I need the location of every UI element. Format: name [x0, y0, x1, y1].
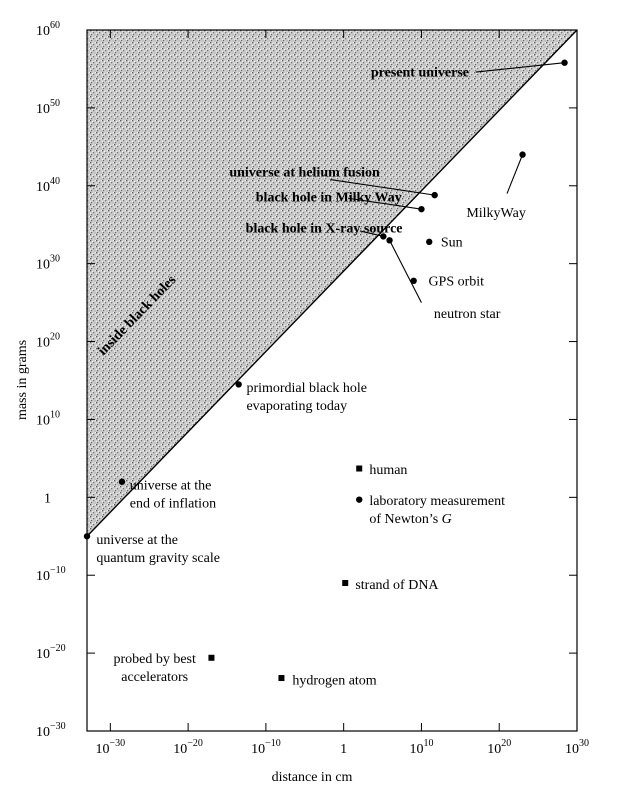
y-tick-label: 1050: [36, 98, 60, 117]
universe-quantum-gravity-marker: [83, 533, 91, 540]
universe-helium-fusion-leader: [330, 179, 435, 196]
universe-end-inflation-marker: [118, 478, 126, 485]
gps-orbit-label: GPS orbit: [428, 274, 484, 289]
x-tick-label: 1: [340, 742, 347, 757]
plot-frame: [86, 29, 578, 732]
y-tick-label: 1030: [36, 254, 60, 273]
plot-frame-layer: [86, 29, 578, 732]
milky-way-label: MilkyWay: [466, 206, 526, 221]
y-axis-ticks: 1060 1050 1040 1030 1020 1010 1 10−10 10−20 10−30: [36, 20, 577, 740]
human-marker: [356, 465, 363, 472]
universe-quantum-gravity-label: quantum gravity scale: [96, 551, 220, 566]
x-tick-label: 10−10: [251, 738, 281, 757]
data-labels: present universe universe at helium fusio…: [96, 66, 526, 689]
universe-end-inflation-label: end of inflation: [130, 497, 216, 512]
y-tick-label: 10−20: [36, 643, 66, 662]
leader-lines: [330, 62, 565, 303]
y-tick-label: 1: [44, 491, 51, 506]
primordial-black-hole-label: primordial black hole: [246, 381, 367, 396]
universe-helium-fusion-marker: [431, 191, 438, 199]
best-accelerators-marker: [208, 654, 215, 661]
neutron-star-label: neutron star: [434, 307, 501, 322]
x-axis-ticks: 10−30 10−20 10−10 1 1010 1020 1030: [96, 30, 589, 757]
universe-helium-fusion-label: universe at helium fusion: [229, 165, 380, 180]
primordial-black-hole-label: evaporating today: [246, 399, 347, 414]
x-tick-label: 1010: [409, 738, 433, 757]
black-hole-milky-way-leader: [348, 197, 422, 210]
present-universe-label: present universe: [371, 66, 469, 81]
human-label: human: [369, 463, 407, 478]
boundary-line-layer: [86, 29, 578, 537]
x-tick-label: 10−30: [96, 738, 126, 757]
best-accelerators-label: probed by best: [113, 652, 196, 667]
best-accelerators-label: accelerators: [121, 670, 188, 685]
sun-label: Sun: [441, 236, 463, 251]
present-universe-marker: [561, 59, 568, 66]
x-axis-label: distance in cm: [272, 770, 353, 785]
y-tick-label: 1040: [36, 176, 60, 195]
x-tick-label: 1030: [565, 738, 589, 757]
black-hole-xray-marker: [380, 233, 387, 240]
newtons-g-label: laboratory measurement: [369, 494, 505, 509]
black-hole-xray-leader: [359, 230, 384, 237]
x-tick-label: 1020: [487, 738, 511, 757]
newtons-g-label: of Newton’s G: [369, 512, 451, 527]
sun-marker: [426, 238, 433, 246]
y-tick-label: 10−30: [36, 721, 66, 740]
newtons-g-marker: [356, 496, 363, 503]
black-hole-boundary-line: [86, 29, 578, 537]
black-hole-xray-label: black hole in X-ray source: [246, 222, 403, 237]
present-universe-leader: [475, 62, 565, 73]
universe-end-inflation-label: universe at the: [130, 479, 212, 494]
strand-of-dna-label: strand of DNA: [355, 578, 439, 593]
y-tick-label: 1020: [36, 332, 60, 351]
x-tick-label: 10−20: [173, 738, 203, 757]
gps-orbit-marker: [410, 277, 417, 285]
data-markers: [83, 59, 568, 682]
y-tick-label: 10−10: [36, 565, 66, 584]
strand-of-dna-marker: [342, 580, 349, 587]
neutron-star-leader: [389, 240, 422, 303]
y-axis-label: mass in grams: [15, 340, 30, 420]
hydrogen-atom-marker: [278, 675, 285, 682]
universe-quantum-gravity-label: universe at the: [96, 533, 178, 548]
hydrogen-atom-label: hydrogen atom: [292, 673, 376, 688]
y-tick-label: 1010: [36, 409, 60, 428]
black-hole-milky-way-marker: [418, 205, 425, 213]
y-tick-label: 1060: [36, 20, 60, 39]
primordial-black-hole-marker: [235, 381, 242, 388]
milky-way-marker: [519, 151, 526, 158]
black-hole-milky-way-label: black hole in Milky Way: [256, 190, 402, 205]
axis-labels: distance in cm mass in grams: [15, 340, 353, 785]
milky-way-leader: [506, 154, 524, 194]
neutron-star-marker: [386, 237, 393, 244]
